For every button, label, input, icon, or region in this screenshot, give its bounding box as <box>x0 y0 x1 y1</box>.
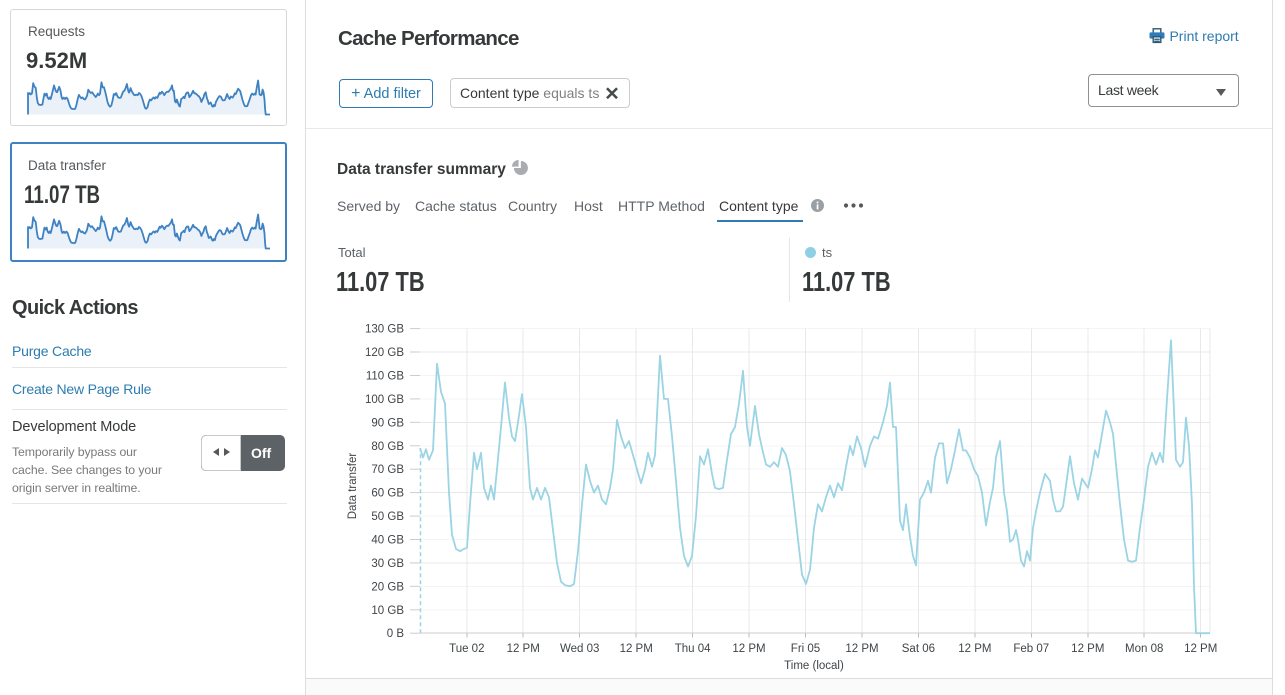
svg-text:0 B: 0 B <box>387 628 405 640</box>
svg-text:40 GB: 40 GB <box>371 535 404 547</box>
svg-text:Time (local): Time (local) <box>784 660 844 672</box>
svg-text:Fri 05: Fri 05 <box>791 643 820 655</box>
svg-text:Feb 07: Feb 07 <box>1013 643 1049 655</box>
svg-text:Tue 02: Tue 02 <box>449 643 484 655</box>
svg-text:Wed 03: Wed 03 <box>560 643 599 655</box>
svg-text:60 GB: 60 GB <box>371 488 404 500</box>
svg-text:90 GB: 90 GB <box>371 417 404 429</box>
svg-text:20 GB: 20 GB <box>371 581 404 593</box>
svg-text:12 PM: 12 PM <box>732 643 765 655</box>
svg-text:110 GB: 110 GB <box>366 371 404 383</box>
svg-text:12 PM: 12 PM <box>1071 643 1104 655</box>
svg-text:12 PM: 12 PM <box>507 643 540 655</box>
svg-text:10 GB: 10 GB <box>371 605 404 617</box>
svg-text:Sat 06: Sat 06 <box>902 643 935 655</box>
svg-text:12 PM: 12 PM <box>845 643 878 655</box>
svg-text:100 GB: 100 GB <box>365 394 404 406</box>
svg-text:12 PM: 12 PM <box>620 643 653 655</box>
svg-text:70 GB: 70 GB <box>371 464 404 476</box>
svg-text:120 GB: 120 GB <box>365 347 404 359</box>
svg-text:Mon 08: Mon 08 <box>1125 643 1163 655</box>
svg-text:80 GB: 80 GB <box>371 441 404 453</box>
svg-text:12 PM: 12 PM <box>958 643 991 655</box>
svg-text:12 PM: 12 PM <box>1184 643 1217 655</box>
svg-text:Thu 04: Thu 04 <box>675 643 711 655</box>
svg-text:50 GB: 50 GB <box>371 511 404 523</box>
svg-text:130 GB: 130 GB <box>365 324 404 336</box>
svg-text:30 GB: 30 GB <box>371 558 404 570</box>
svg-text:Data transfer: Data transfer <box>347 453 359 520</box>
